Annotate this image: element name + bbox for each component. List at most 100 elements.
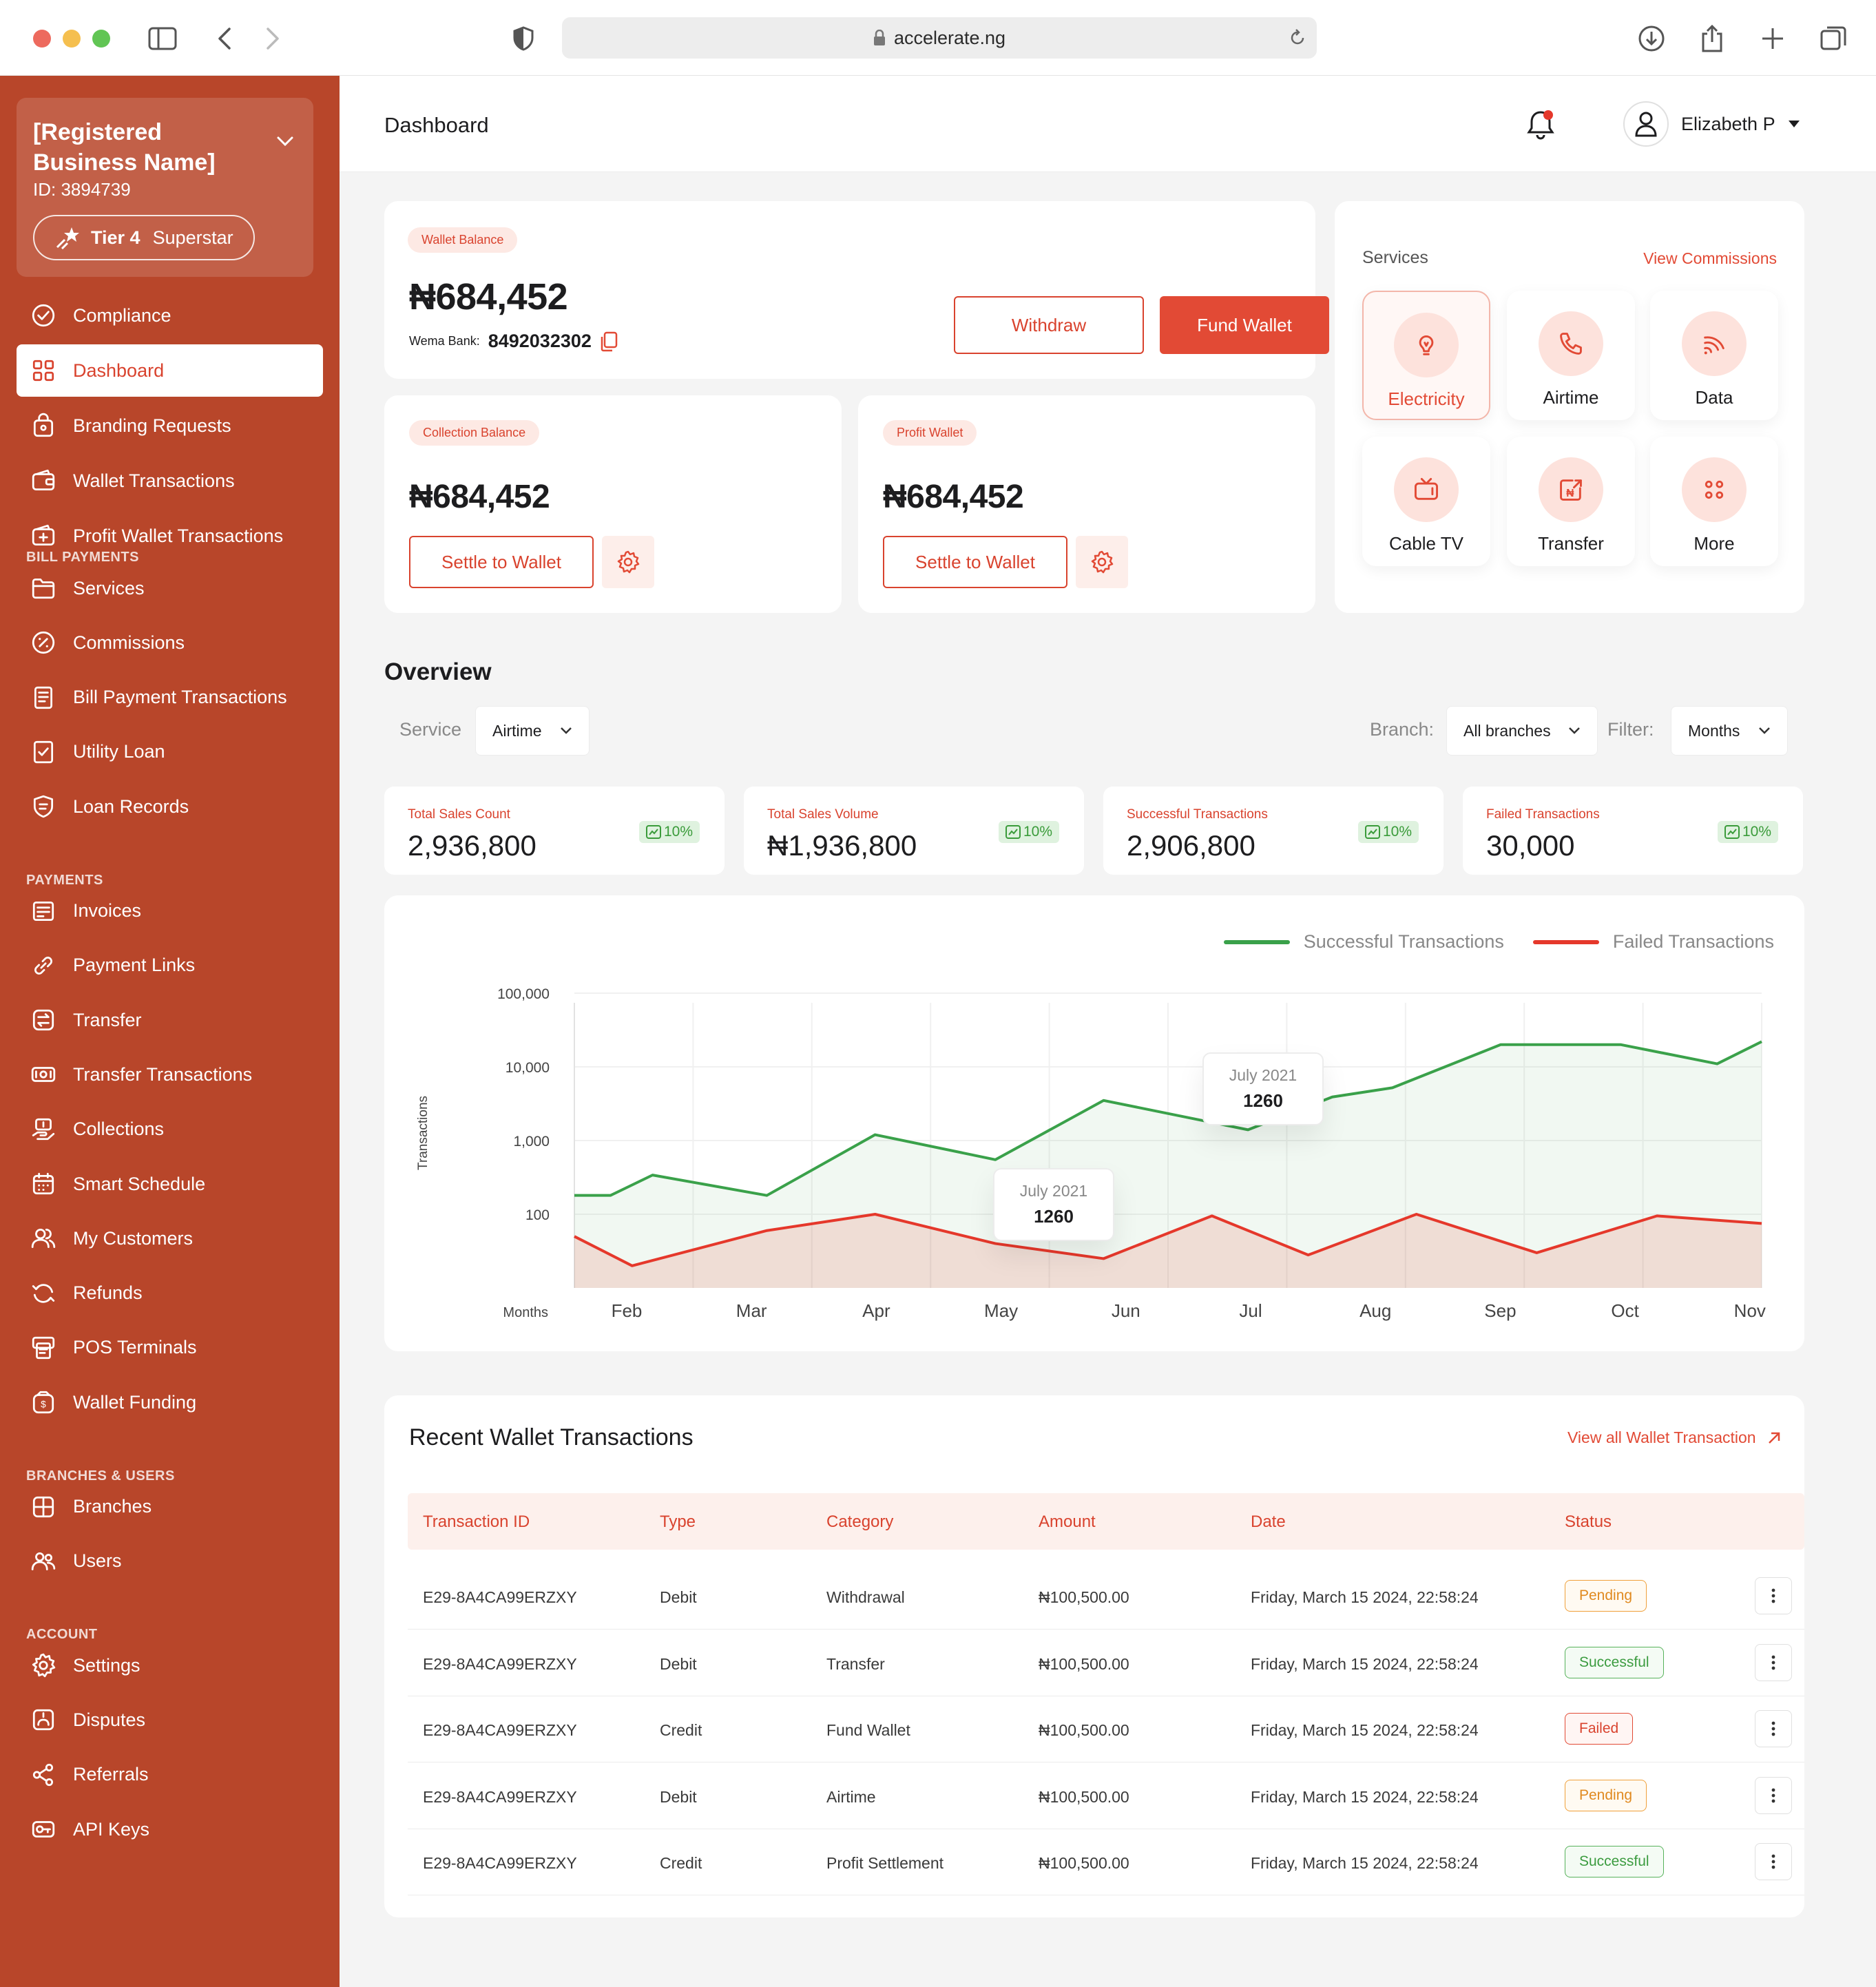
privacy-shield-icon[interactable]	[506, 21, 541, 56]
sidebar-item-label: Users	[73, 1550, 122, 1572]
sidebar-item-bill-payment-transactions[interactable]: Bill Payment Transactions	[17, 672, 323, 724]
service-tile-more[interactable]: More	[1650, 437, 1778, 566]
branch-select[interactable]: All branches	[1446, 706, 1598, 756]
profit-settings-button[interactable]	[1076, 536, 1128, 588]
row-actions-button[interactable]	[1755, 1577, 1792, 1614]
profit-settle-button[interactable]: Settle to Wallet	[883, 536, 1067, 588]
table-row[interactable]: E29-8A4CA99ERZXY Debit Airtime ₦100,500.00 F…	[408, 1763, 1804, 1829]
business-id: ID: 3894739	[33, 179, 131, 200]
tab-overview-icon[interactable]	[1815, 21, 1851, 56]
minimize-window-button[interactable]	[63, 30, 81, 48]
row-actions-button[interactable]	[1755, 1710, 1792, 1747]
table-row[interactable]: E29-8A4CA99ERZXY Debit Withdrawal ₦100,500.…	[408, 1563, 1804, 1630]
withdraw-button[interactable]: Withdraw	[954, 296, 1144, 354]
kpi-label: Failed Transactions	[1486, 807, 1600, 822]
sidebar-section-title: PAYMENTS	[26, 872, 103, 888]
sidebar-item-wallet-transactions[interactable]: Wallet Transactions	[17, 455, 323, 507]
kebab-icon	[1771, 1588, 1775, 1603]
reload-icon[interactable]	[1288, 28, 1307, 48]
cell-date: Friday, March 15 2024, 22:58:24	[1251, 1721, 1479, 1739]
sidebar-item-utility-loan[interactable]: Utility Loan	[17, 726, 323, 778]
download-icon[interactable]	[1634, 21, 1669, 56]
tier-name: Superstar	[152, 227, 233, 248]
receipt-icon	[30, 685, 56, 711]
address-bar[interactable]: accelerate.ng	[562, 17, 1317, 59]
sidebar: [Registered Business Name] ID: 3894739 T…	[0, 76, 340, 1987]
sidebar-item-pos-terminals[interactable]: POS Terminals	[17, 1322, 323, 1374]
sidebar-section-title: BRANCHES & USERS	[26, 1468, 175, 1484]
sidebar-item-invoices[interactable]: Invoices	[17, 885, 323, 937]
sidebar-item-smart-schedule[interactable]: Smart Schedule	[17, 1158, 323, 1210]
series-line-failed	[574, 1213, 1762, 1267]
phone-icon	[1539, 311, 1603, 376]
service-tile-transfer[interactable]: ₦ Transfer	[1507, 437, 1635, 566]
fund-wallet-button[interactable]: Fund Wallet	[1160, 296, 1329, 354]
x-tick-label: Feb	[612, 1300, 643, 1321]
sidebar-item-my-customers[interactable]: My Customers	[17, 1212, 323, 1265]
table-row[interactable]: E29-8A4CA99ERZXY Debit Transfer ₦100,500.00…	[408, 1630, 1804, 1696]
service-tile-airtime[interactable]: Airtime	[1507, 291, 1635, 420]
trend-up-icon	[1005, 825, 1021, 839]
service-select[interactable]: Airtime	[475, 706, 590, 756]
gear-icon	[617, 550, 640, 574]
sidebar-item-commissions[interactable]: Commissions	[17, 616, 323, 669]
service-tile-cable-tv[interactable]: Cable TV	[1362, 437, 1490, 566]
notification-bell-icon[interactable]	[1525, 109, 1556, 141]
bulb-icon	[1394, 313, 1459, 377]
row-actions-button[interactable]	[1755, 1843, 1792, 1880]
sidebar-item-label: Disputes	[73, 1709, 146, 1730]
new-tab-icon[interactable]	[1755, 21, 1791, 56]
collection-settle-button[interactable]: Settle to Wallet	[409, 536, 594, 588]
back-icon[interactable]	[207, 21, 242, 56]
sidebar-item-users[interactable]: Users	[17, 1535, 323, 1588]
view-all-transactions-link[interactable]: View all Wallet Transaction	[1567, 1428, 1782, 1447]
copy-icon[interactable]	[600, 331, 618, 352]
sidebar-item-wallet-funding[interactable]: $ Wallet Funding	[17, 1376, 323, 1428]
close-window-button[interactable]	[33, 30, 51, 48]
sidebar-item-label: My Customers	[73, 1227, 194, 1249]
sidebar-item-loan-records[interactable]: Loan Records	[17, 780, 323, 833]
user-menu[interactable]: Elizabeth P	[1623, 101, 1800, 147]
forward-icon[interactable]	[255, 21, 291, 56]
service-tile-electricity[interactable]: Electricity	[1362, 291, 1490, 420]
sidebar-item-branding-requests[interactable]: Branding Requests	[17, 399, 323, 452]
sidebar-item-transfer[interactable]: Transfer	[17, 994, 323, 1046]
sidebar-item-dashboard[interactable]: Dashboard	[17, 344, 323, 397]
sidebar-item-settings[interactable]: Settings	[17, 1639, 323, 1692]
sidebar-item-refunds[interactable]: Refunds	[17, 1267, 323, 1320]
row-actions-button[interactable]	[1755, 1643, 1792, 1681]
zoom-window-button[interactable]	[92, 30, 110, 48]
view-commissions-link[interactable]: View Commissions	[1643, 249, 1777, 267]
sidebar-item-referrals[interactable]: Referrals	[17, 1749, 323, 1801]
sidebar-item-label: Branding Requests	[73, 415, 231, 436]
sidebar-item-profit-wallet-transactions[interactable]: Profit Wallet Transactions	[17, 510, 323, 562]
trend-up-icon	[1364, 825, 1380, 839]
sidebar-item-transfer-transactions[interactable]: Transfer Transactions	[17, 1048, 323, 1101]
time-filter-label: Filter:	[1607, 719, 1654, 740]
sidebar-item-compliance[interactable]: Compliance	[17, 289, 323, 342]
kpi-change-badge: 10%	[998, 821, 1059, 843]
row-actions-button[interactable]	[1755, 1776, 1792, 1814]
service-tile-label: Airtime	[1543, 387, 1599, 408]
sidebar-item-collections[interactable]: Collections	[17, 1103, 323, 1156]
sidebar-item-label: Transfer	[73, 1009, 142, 1030]
sidebar-item-services[interactable]: Services	[17, 562, 323, 614]
time-filter-select[interactable]: Months	[1671, 706, 1788, 756]
calendar-icon	[30, 1171, 56, 1197]
chevron-down-icon[interactable]	[275, 135, 295, 147]
kpi-change-value: 10%	[1742, 824, 1771, 840]
sidebar-toggle-icon[interactable]	[145, 21, 180, 56]
chart-tooltip: July 2021 1260	[993, 1168, 1114, 1241]
service-tile-label: More	[1693, 533, 1735, 554]
service-tile-data[interactable]: Data	[1650, 291, 1778, 420]
table-row[interactable]: E29-8A4CA99ERZXY Credit Profit Settlement ₦…	[408, 1829, 1804, 1895]
sidebar-item-branches[interactable]: Branches	[17, 1481, 323, 1533]
sidebar-item-disputes[interactable]: Disputes	[17, 1694, 323, 1746]
business-switcher[interactable]: [Registered Business Name] ID: 3894739 T…	[17, 98, 313, 277]
collection-settings-button[interactable]	[602, 536, 654, 588]
status-badge: Pending	[1565, 1779, 1647, 1811]
share-icon[interactable]	[1694, 21, 1730, 56]
sidebar-item-payment-links[interactable]: Payment Links	[17, 939, 323, 992]
sidebar-item-api-keys[interactable]: API Keys	[17, 1803, 323, 1855]
table-row[interactable]: E29-8A4CA99ERZXY Credit Fund Wallet ₦100,50…	[408, 1696, 1804, 1762]
